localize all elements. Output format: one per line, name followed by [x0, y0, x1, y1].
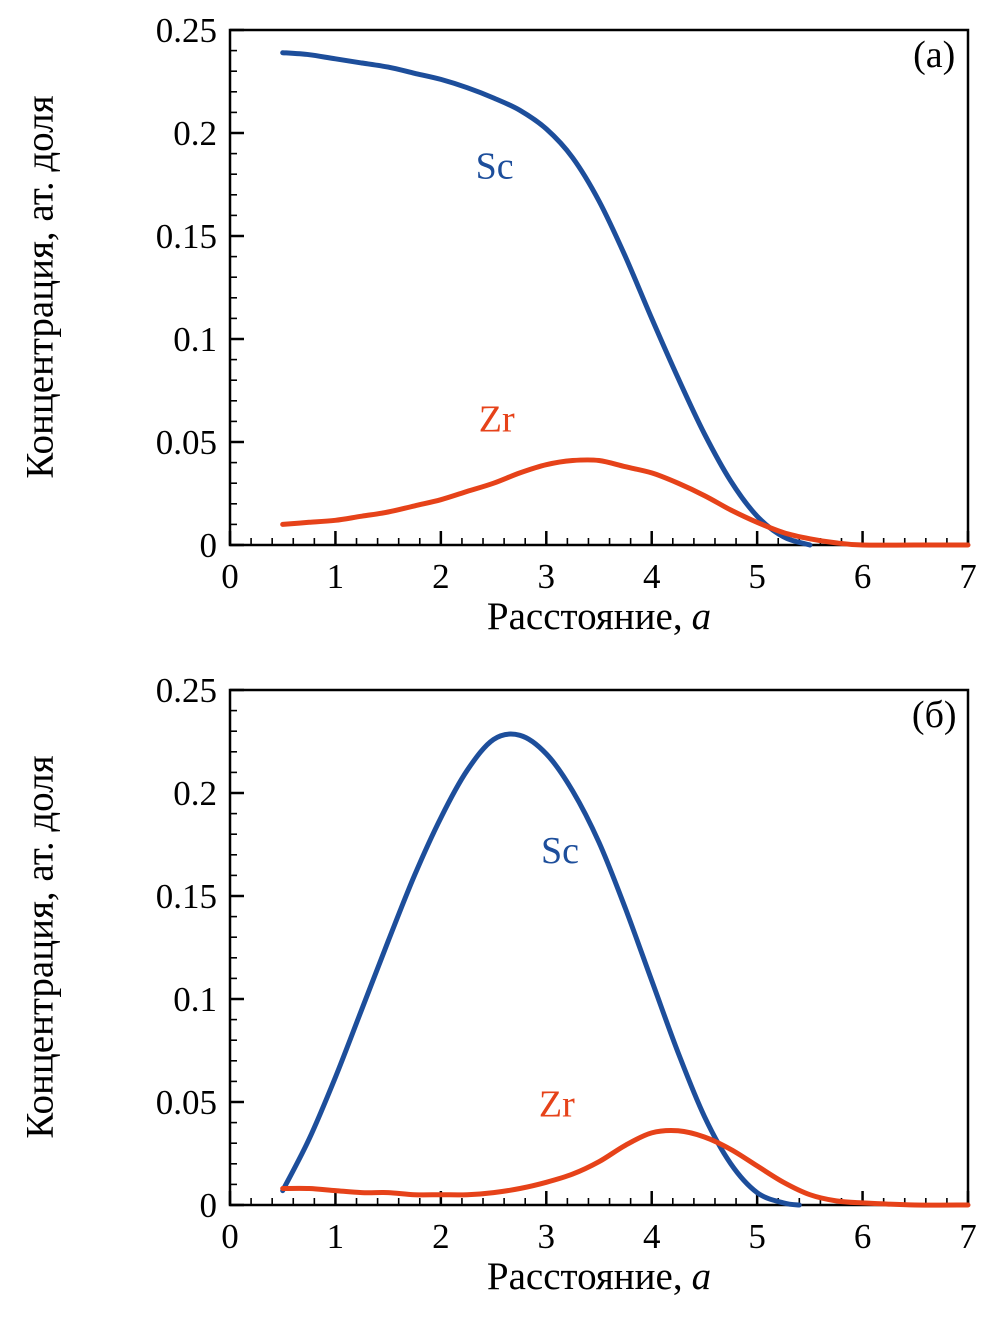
x-tick-label: 4	[643, 1217, 661, 1256]
panel-letter: (б)	[912, 694, 957, 736]
y-tick-label: 0.25	[156, 671, 217, 710]
series-zr-curve	[280, 457, 971, 548]
y-tick-label: 0.2	[173, 114, 217, 153]
y-axis-label: Концентрация, ат. доля	[18, 755, 63, 1138]
x-tick-label: 6	[854, 557, 872, 596]
x-tick-label: 5	[748, 1217, 766, 1256]
x-tick-label: 1	[327, 1217, 345, 1256]
y-axis-label-text: Концентрация, ат. доля	[18, 755, 62, 1139]
y-tick-label: 0.25	[156, 11, 217, 50]
y-tick-label: 0	[200, 526, 218, 565]
x-axis-label-text: Расстояние,	[486, 595, 683, 638]
panel-b-chart: 0 1 2 3 4 5 6 7 0 0.05 0.1 0.15 0.2 0.25 Sc Zr (б)	[156, 671, 977, 1256]
x-tick-label: 1	[327, 557, 345, 596]
series-sc-curve	[280, 731, 802, 1208]
x-axis-label: Расстояние, a	[487, 1254, 711, 1299]
x-axis-label-symbol: a	[691, 595, 712, 638]
y-tick-label: 0.15	[156, 217, 217, 256]
x-tick-label: 6	[854, 1217, 872, 1256]
y-axis-label-text: Концентрация, ат. доля	[18, 95, 62, 479]
x-tick-label: 5	[748, 557, 766, 596]
x-tick-label: 3	[538, 1217, 556, 1256]
panel-a: 0 1 2 3 4 5 6 7 0 0.05 0.1 0.15 0.2 0.25 Sc Zr (а) Конце…	[0, 0, 990, 660]
series-label-sc: Sc	[476, 145, 514, 187]
x-tick-label: 3	[538, 557, 556, 596]
x-tick-label: 0	[221, 557, 239, 596]
x-tick-label: 2	[432, 557, 450, 596]
x-axis-label-symbol: a	[691, 1255, 712, 1298]
x-tick-label: 2	[432, 1217, 450, 1256]
series-label-sc: Sc	[541, 830, 579, 872]
y-tick-label: 0	[200, 1186, 218, 1225]
panel-a-chart: 0 1 2 3 4 5 6 7 0 0.05 0.1 0.15 0.2 0.25 Sc Zr (а)	[156, 11, 977, 596]
x-axis-label-text: Расстояние,	[486, 1255, 683, 1298]
x-tick-label: 4	[643, 557, 661, 596]
y-tick-label: 0.15	[156, 877, 217, 916]
y-tick-label: 0.1	[173, 980, 217, 1019]
series-zr-curve	[280, 1128, 971, 1208]
y-tick-label: 0.1	[173, 320, 217, 359]
y-tick-label: 0.05	[156, 423, 217, 462]
x-tick-label: 7	[959, 557, 977, 596]
x-tick-label: 0	[221, 1217, 239, 1256]
series-label-zr: Zr	[539, 1083, 575, 1125]
y-tick-label: 0.05	[156, 1083, 217, 1122]
series-label-zr: Zr	[479, 399, 515, 441]
x-axis-label: Расстояние, a	[487, 594, 711, 639]
y-tick-label: 0.2	[173, 774, 217, 813]
x-tick-label: 7	[959, 1217, 977, 1256]
panel-letter: (а)	[913, 34, 955, 76]
y-axis-label: Концентрация, ат. доля	[18, 95, 63, 478]
series-sc-curve	[280, 50, 813, 548]
panel-b: 0 1 2 3 4 5 6 7 0 0.05 0.1 0.15 0.2 0.25 Sc Zr (б) Конце…	[0, 660, 990, 1320]
